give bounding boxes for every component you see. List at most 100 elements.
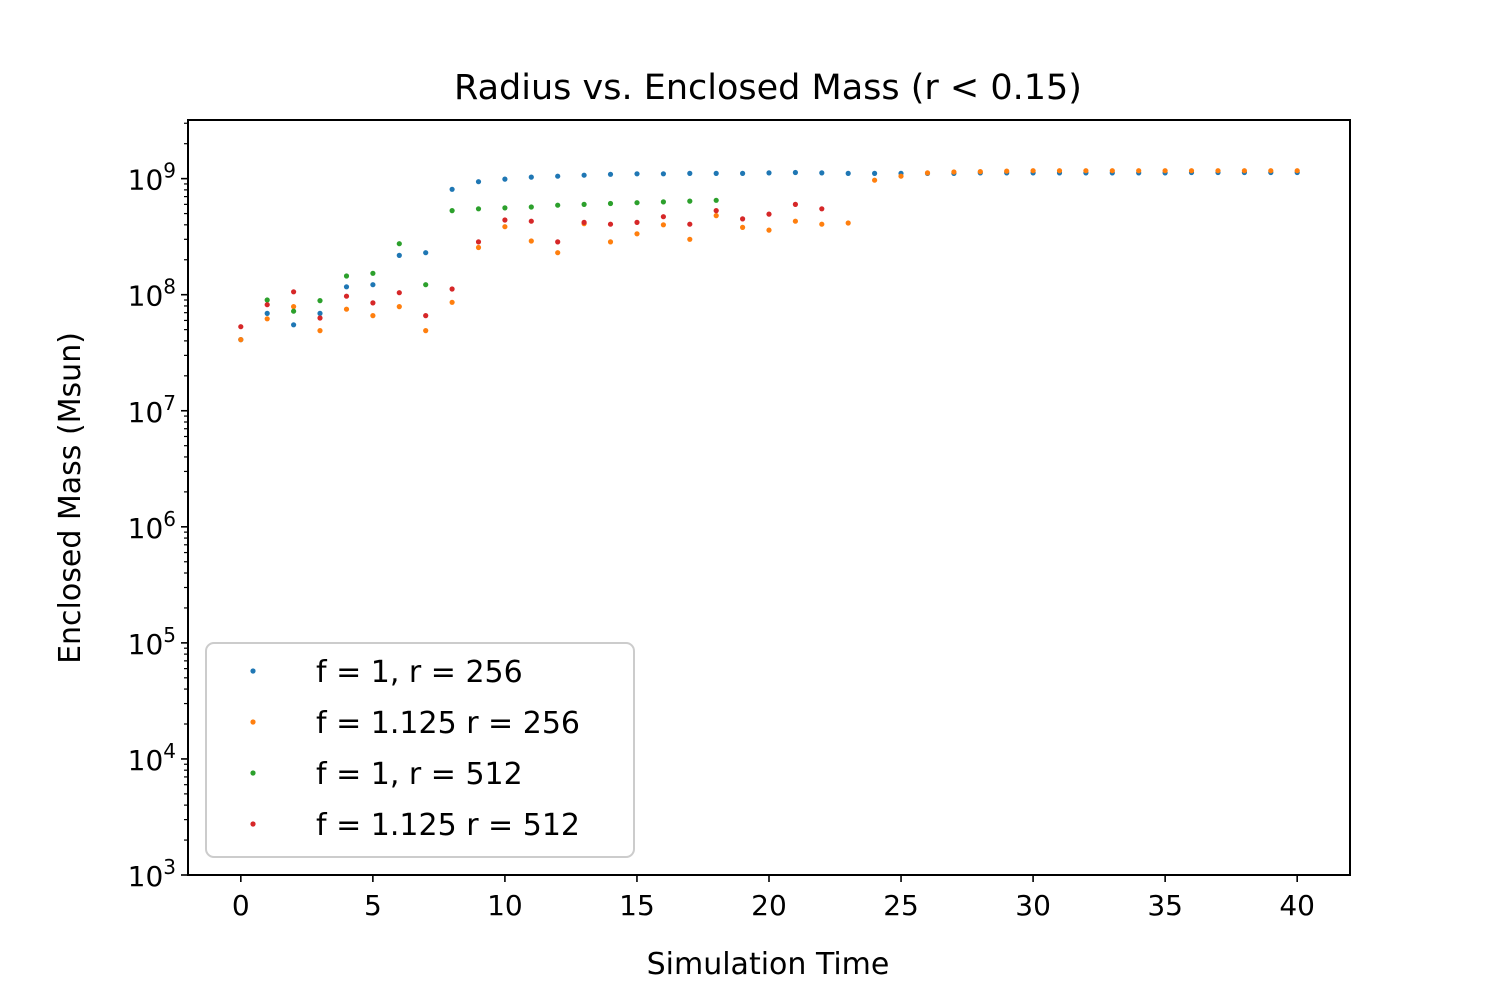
x-axis: 0 5 10 15 20 25 30 35 40 [232,875,1315,922]
data-point [396,290,402,296]
series-4 [238,201,825,330]
data-point [819,170,825,176]
data-point [872,170,878,176]
y-tick-base: 10 [128,860,164,893]
data-point [581,172,587,178]
legend-label: f = 1, r = 256 [316,655,523,690]
data-point [713,197,719,203]
y-tick-exponent: 7 [163,391,176,415]
data-point [687,221,693,227]
series-2 [238,168,1300,343]
data-point [423,313,429,319]
data-point [660,214,667,220]
y-tick-exponent: 5 [163,623,176,647]
x-tick-label: 20 [751,889,787,922]
x-tick-label: 15 [619,889,655,922]
y-axis-label: Enclosed Mass (Msun) [53,332,88,664]
x-tick-label: 5 [364,889,382,922]
data-point [1056,168,1063,174]
data-point [740,216,746,222]
x-axis-label: Simulation Time [647,947,890,982]
data-point [370,282,376,288]
data-point [634,219,640,225]
data-point [449,299,455,305]
data-point [819,221,825,227]
data-point [1241,168,1247,174]
legend: f = 1, r = 256 f = 1.125 r = 256 f = 1, r … [205,642,635,858]
data-point [396,304,402,310]
data-point [713,170,719,176]
y-tick-label: 107 [128,391,176,429]
data-point [264,302,270,308]
legend-marker [250,821,256,827]
data-point [343,273,350,279]
data-point [687,170,693,176]
y-tick-base: 10 [128,164,164,197]
data-point [449,208,455,214]
x-tick-label: 10 [487,889,523,922]
x-tick-label: 35 [1147,889,1183,922]
data-point [528,238,534,244]
y-tick-label: 109 [128,159,176,197]
data-point [423,282,429,288]
data-point [792,218,799,224]
data-point [581,201,587,207]
data-point [581,219,587,225]
data-point [291,308,297,314]
series-3 [264,197,719,314]
data-point [660,222,667,228]
y-tick-base: 10 [128,744,164,777]
data-point [502,217,508,223]
data-point [792,169,799,176]
data-point [370,313,376,319]
data-point [264,316,270,322]
data-point [528,204,534,210]
legend-marker [250,719,256,725]
data-point [317,298,323,304]
data-point [766,170,772,176]
legend-box [205,642,635,858]
data-point [502,205,508,211]
data-point [1294,168,1300,174]
y-tick-exponent: 3 [163,855,176,879]
data-point [1215,168,1221,174]
x-tick-label: 30 [1015,889,1051,922]
y-tick-base: 10 [128,396,164,429]
y-tick-label: 105 [128,623,176,661]
plot-series [238,168,1300,343]
data-point [238,337,244,343]
data-point [343,293,350,299]
legend-label: f = 1, r = 512 [316,757,523,792]
data-point [607,200,614,207]
data-point [475,244,482,251]
data-point [634,171,640,177]
data-point [1083,168,1089,174]
data-point [475,239,482,245]
data-point [291,322,297,328]
data-point [792,201,799,207]
legend-marker [250,668,256,674]
y-tick-exponent: 9 [163,159,176,183]
data-point [343,306,350,312]
legend-label: f = 1.125 r = 256 [316,706,580,741]
data-point [370,300,376,306]
data-point [264,310,270,316]
data-point [845,170,851,176]
data-point [951,169,957,175]
data-point [555,173,561,179]
data-point [1188,168,1195,174]
data-point [502,224,508,230]
data-point [713,213,719,219]
y-tick-exponent: 4 [163,739,176,763]
data-point [370,270,376,276]
data-point [528,174,534,180]
data-point [528,218,534,224]
data-point [317,315,323,321]
data-point [1162,168,1168,174]
y-tick-label: 106 [128,507,176,545]
data-point [687,198,693,204]
data-point [872,177,878,183]
data-point [555,202,561,208]
data-point [634,231,640,237]
